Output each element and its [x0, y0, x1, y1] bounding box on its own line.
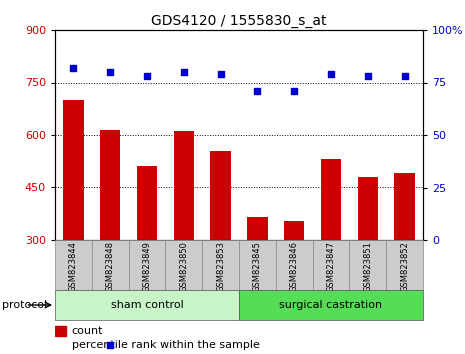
- Point: [364, 73, 372, 79]
- Text: surgical castration: surgical castration: [279, 300, 383, 310]
- Bar: [247, 217, 267, 240]
- Text: percentile rank within the sample: percentile rank within the sample: [72, 340, 259, 350]
- Point: [143, 73, 151, 79]
- Bar: [166, 240, 202, 290]
- Bar: [202, 240, 239, 290]
- Text: GSM823848: GSM823848: [106, 241, 115, 292]
- Point: [401, 73, 408, 79]
- Bar: [386, 240, 423, 290]
- Point: [327, 71, 335, 77]
- Point: [70, 65, 77, 71]
- Bar: [129, 240, 166, 290]
- Text: count: count: [72, 326, 103, 336]
- Bar: [55, 326, 66, 336]
- Bar: [92, 240, 129, 290]
- Bar: [394, 173, 415, 240]
- Text: GSM823852: GSM823852: [400, 241, 409, 292]
- Text: GSM823849: GSM823849: [142, 241, 152, 292]
- Point: [291, 88, 298, 94]
- Bar: [55, 240, 92, 290]
- Bar: [100, 130, 120, 240]
- Point: [57, 342, 64, 348]
- Bar: [358, 177, 378, 240]
- Bar: [137, 166, 157, 240]
- Bar: [312, 240, 349, 290]
- Text: GSM823847: GSM823847: [326, 241, 336, 292]
- Text: GSM823850: GSM823850: [179, 241, 188, 292]
- Point: [106, 69, 114, 75]
- Bar: [239, 240, 276, 290]
- Text: GSM823844: GSM823844: [69, 241, 78, 292]
- Title: GDS4120 / 1555830_s_at: GDS4120 / 1555830_s_at: [151, 13, 327, 28]
- Bar: [174, 131, 194, 240]
- Text: GSM823851: GSM823851: [363, 241, 372, 292]
- Bar: [63, 100, 84, 240]
- Bar: [321, 160, 341, 240]
- Text: GSM823853: GSM823853: [216, 241, 225, 292]
- Bar: [211, 151, 231, 240]
- Point: [254, 88, 261, 94]
- Text: GSM823846: GSM823846: [290, 241, 299, 292]
- Bar: [55, 290, 239, 320]
- Text: sham control: sham control: [111, 300, 183, 310]
- Text: protocol: protocol: [2, 300, 47, 310]
- Point: [180, 69, 187, 75]
- Text: GSM823845: GSM823845: [253, 241, 262, 292]
- Bar: [284, 221, 304, 240]
- Bar: [239, 290, 423, 320]
- Bar: [349, 240, 386, 290]
- Point: [217, 71, 224, 77]
- Bar: [276, 240, 312, 290]
